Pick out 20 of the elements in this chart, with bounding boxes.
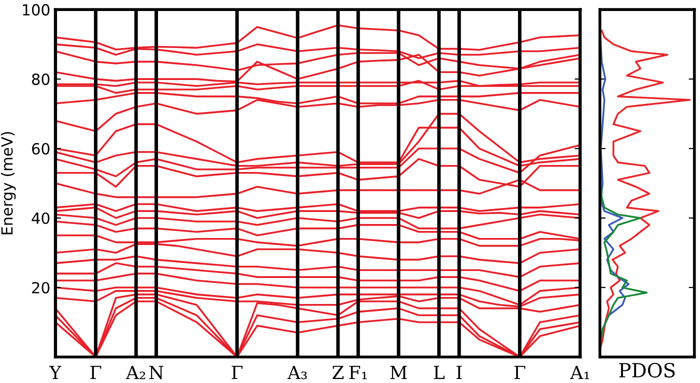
x-tick-label: M bbox=[390, 366, 407, 380]
x-tick-label: Z bbox=[332, 366, 344, 380]
x-tick-label: Y bbox=[49, 366, 62, 380]
x-tick-label: A₂ bbox=[126, 366, 146, 380]
x-tick-label: I bbox=[456, 366, 462, 380]
y-tick-label: 40 bbox=[32, 212, 50, 224]
x-tick-label: Γ bbox=[90, 366, 102, 380]
x-tick-label: N bbox=[149, 366, 164, 380]
x-tick-label: L bbox=[434, 366, 445, 380]
x-tick-label: A₁ bbox=[570, 366, 590, 380]
y-axis-title: Energy (meV) bbox=[0, 132, 16, 234]
x-axis-title: PDOS bbox=[619, 362, 675, 378]
x-tick-label: F₁ bbox=[349, 366, 367, 380]
y-tick-label: 60 bbox=[32, 142, 50, 155]
y-tick-label: 20 bbox=[32, 282, 50, 294]
x-tick-label: A₃ bbox=[287, 366, 307, 380]
y-tick-label: 80 bbox=[32, 74, 50, 86]
x-tick-label: Γ bbox=[514, 366, 526, 380]
y-tick-label: 100 bbox=[22, 4, 50, 16]
x-tick-label: Γ bbox=[232, 366, 243, 380]
